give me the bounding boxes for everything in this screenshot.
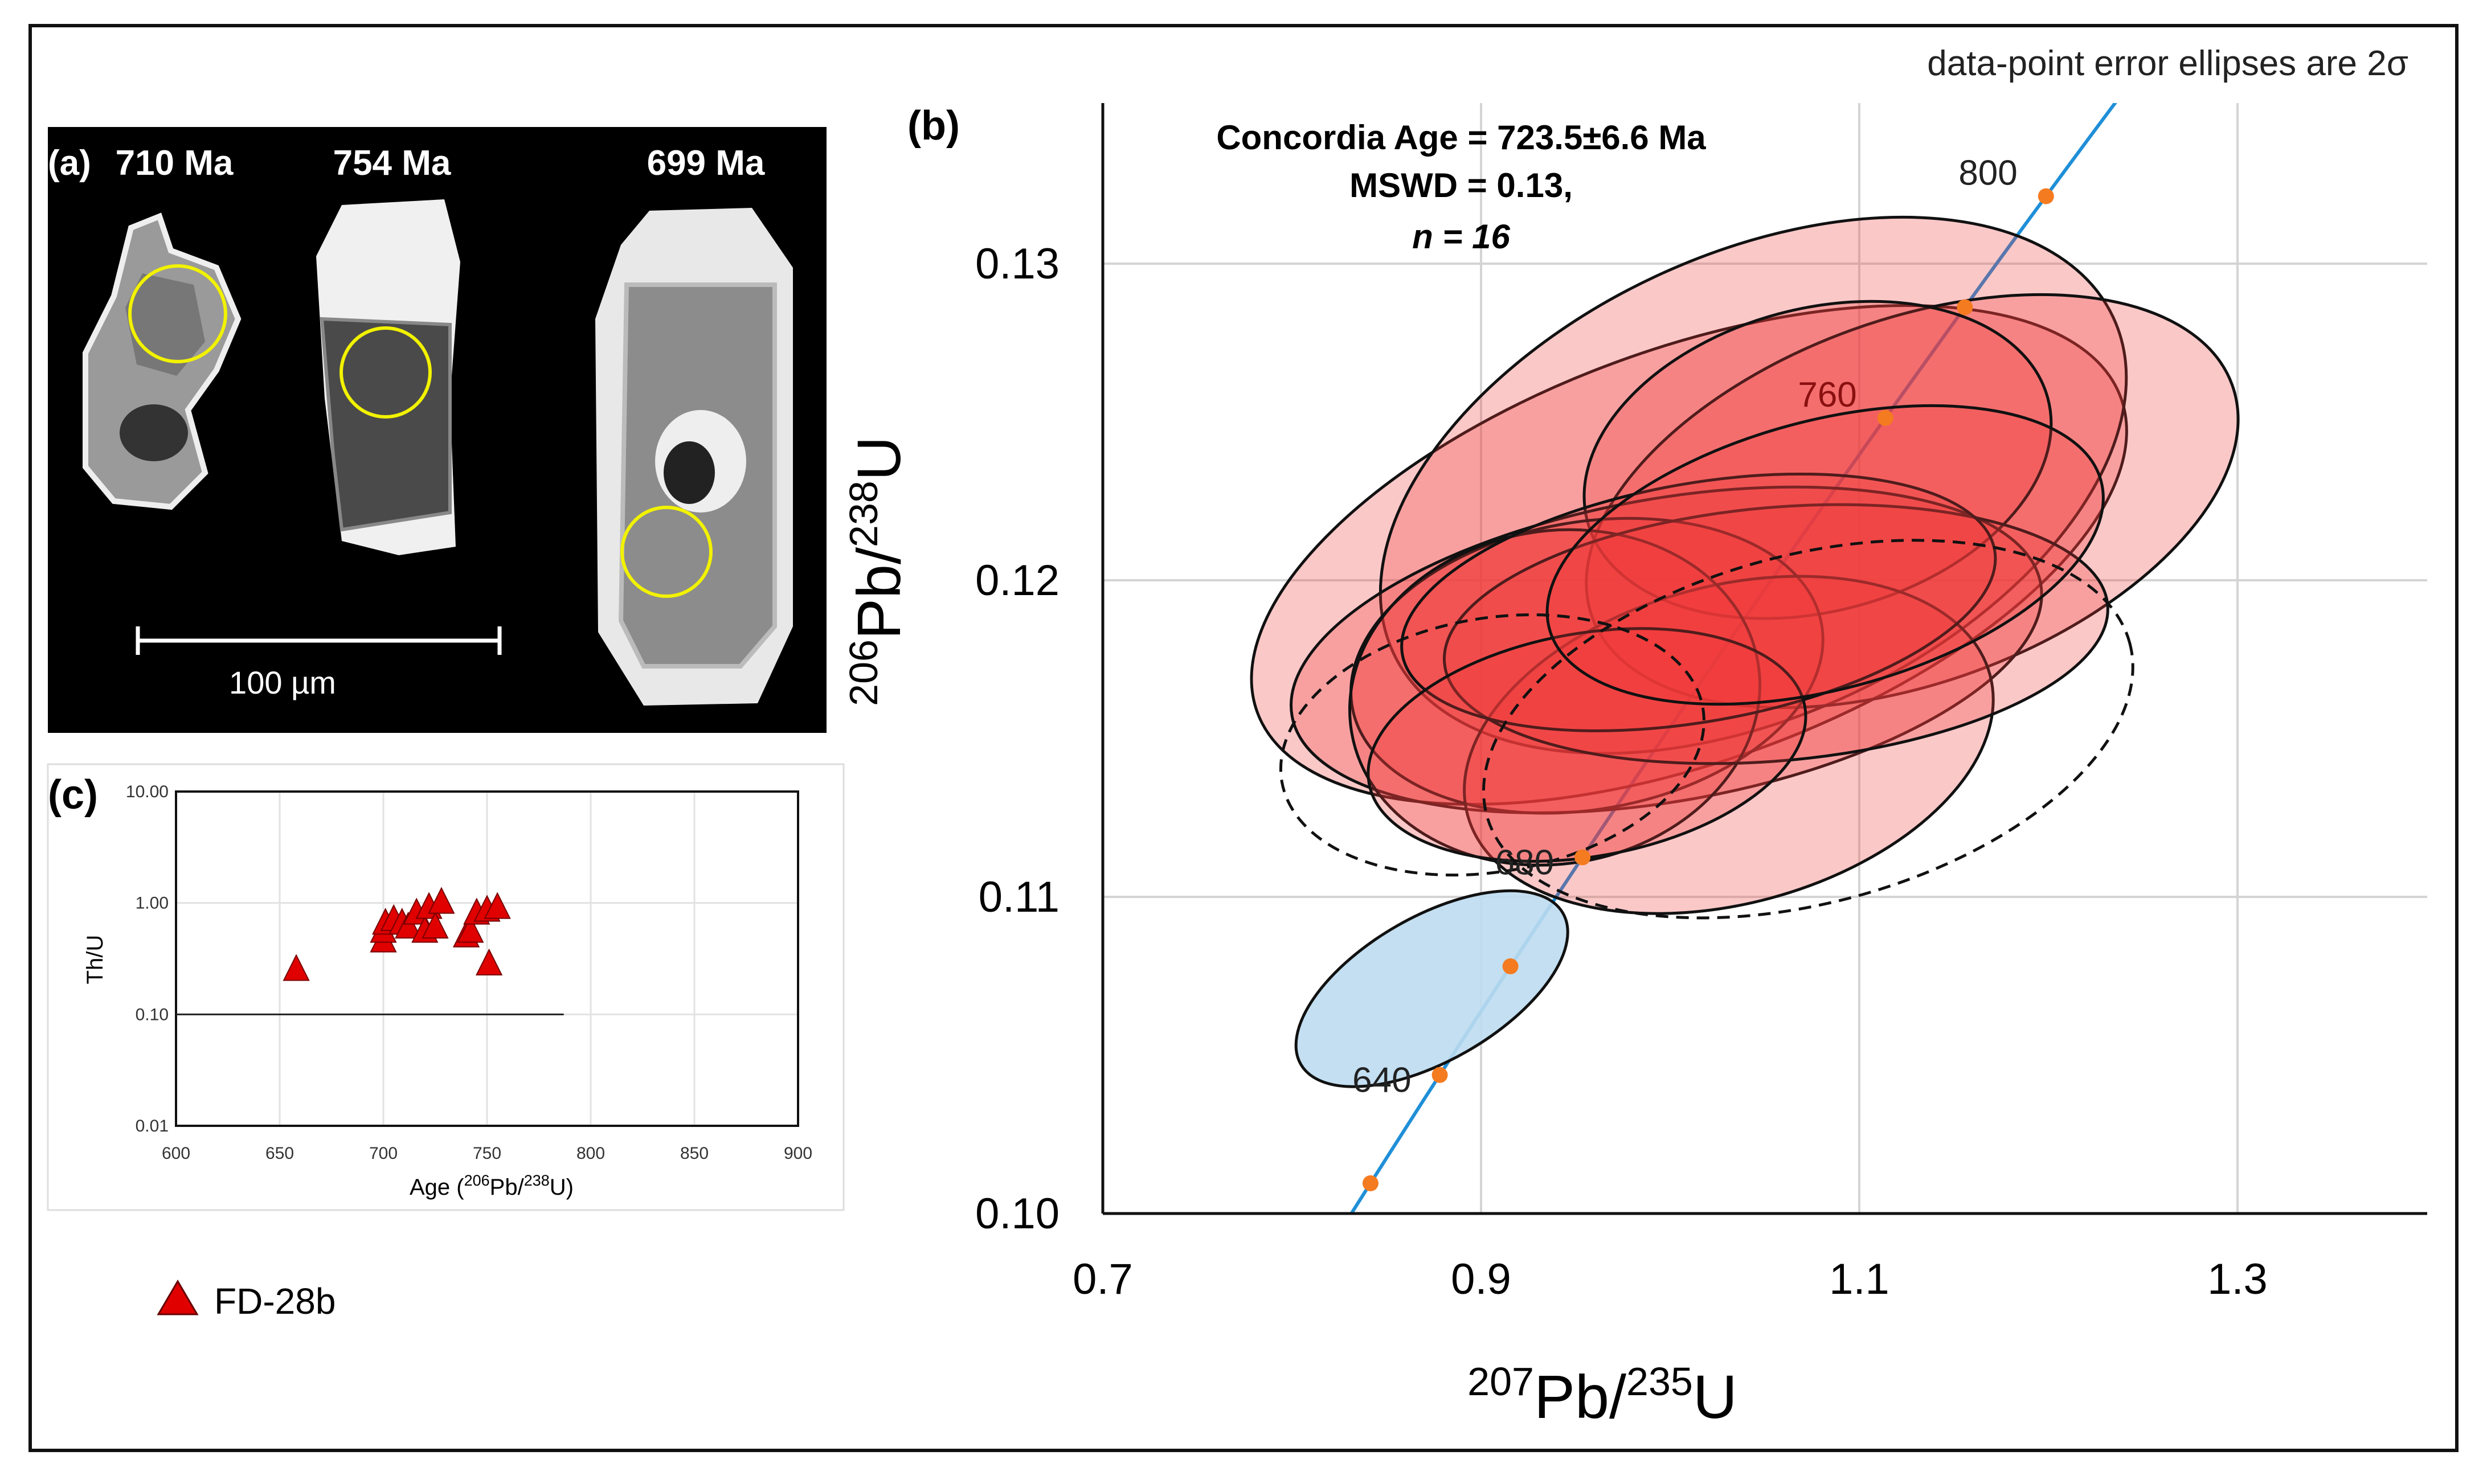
concordia-age-marker bbox=[1957, 299, 1973, 315]
analysis-spot-1 bbox=[128, 264, 227, 363]
error-ellipse bbox=[1367, 627, 1807, 863]
panel-b-x-axis-label: 207Pb/235U bbox=[1467, 1359, 1737, 1431]
x-tick-label: 600 bbox=[162, 1144, 190, 1163]
concordia-age-label: 680 bbox=[1495, 843, 1554, 883]
concordia-age-marker bbox=[2038, 188, 2054, 204]
error-ellipse bbox=[1463, 575, 1995, 915]
concordia-age-label: 800 bbox=[1958, 154, 2017, 193]
x-tick-label: 0.7 bbox=[1073, 1255, 1133, 1303]
data-point-triangle bbox=[428, 887, 455, 914]
panel-a-label: (a) bbox=[48, 144, 91, 183]
x-tick-label: 700 bbox=[369, 1144, 398, 1163]
y-tick-label: 1.00 bbox=[136, 894, 169, 913]
analysis-spot-3 bbox=[620, 506, 713, 598]
scale-bar bbox=[136, 626, 502, 655]
grain-age-3: 699 Ma bbox=[647, 144, 765, 183]
excluded-error-ellipse bbox=[1294, 889, 1569, 1088]
error-ellipse bbox=[1349, 516, 1825, 815]
y-tick-label: 0.01 bbox=[136, 1117, 169, 1135]
n-count-text: n = 16 bbox=[1412, 218, 1510, 256]
y-tick-label: 0.10 bbox=[975, 1190, 1060, 1238]
concordia-curve bbox=[1349, 103, 2117, 1214]
data-point-triangle bbox=[476, 948, 503, 975]
zircon-grain-2 bbox=[316, 199, 460, 555]
concordia-age-label: 760 bbox=[1798, 375, 1856, 415]
data-point-triangle bbox=[283, 954, 310, 981]
data-point-triangle bbox=[457, 916, 484, 943]
y-tick-label: 0.13 bbox=[975, 240, 1060, 288]
error-ellipse bbox=[1290, 485, 2043, 814]
y-tick-label: 0.11 bbox=[979, 873, 1060, 921]
concordia-age-annotation: Concordia Age = 723.5±6.6 Ma MSWD = 0.13… bbox=[1216, 118, 1706, 256]
concordia-age-marker bbox=[1431, 1067, 1448, 1083]
panel-c-x-axis-label: Age (206Pb/238U) bbox=[410, 1172, 574, 1200]
y-tick-label: 0.12 bbox=[975, 556, 1060, 605]
grain-age-1: 710 Ma bbox=[116, 144, 234, 183]
concordia-age-marker bbox=[1574, 849, 1591, 866]
x-tick-label: 800 bbox=[576, 1144, 605, 1163]
concordia-age-marker bbox=[1502, 958, 1519, 974]
legend-triangle-marker bbox=[157, 1280, 199, 1315]
error-ellipse bbox=[1545, 404, 2105, 706]
zircon-grain-3 bbox=[595, 208, 793, 706]
error-ellipse bbox=[1250, 304, 2128, 806]
y-tick-label: 0.10 bbox=[136, 1005, 169, 1024]
dashed-error-ellipse bbox=[1482, 539, 2134, 920]
panel-c-label: (c) bbox=[48, 772, 98, 818]
figure-border bbox=[28, 24, 2459, 1452]
data-point-triangle bbox=[484, 892, 511, 919]
scale-bar-label: 100 µm bbox=[229, 665, 336, 700]
mswd-text: MSWD = 0.13, bbox=[1349, 166, 1573, 204]
y-tick-label: 10.00 bbox=[126, 782, 169, 801]
panel-b-label: (b) bbox=[907, 103, 960, 149]
x-tick-label: 650 bbox=[265, 1144, 294, 1163]
error-ellipse bbox=[1379, 215, 2128, 755]
x-tick-label: 0.9 bbox=[1451, 1255, 1511, 1303]
x-tick-label: 1.3 bbox=[2207, 1255, 2268, 1303]
data-point-triangle bbox=[395, 911, 422, 939]
analysis-spot-2 bbox=[339, 326, 432, 419]
x-tick-label: 900 bbox=[784, 1144, 812, 1163]
data-point-triangle bbox=[422, 911, 449, 939]
concordia-age-text: Concordia Age = 723.5±6.6 Ma bbox=[1216, 118, 1706, 157]
legend: FD-28b bbox=[157, 1280, 336, 1322]
x-tick-label: 850 bbox=[680, 1144, 709, 1163]
x-tick-label: 1.1 bbox=[1829, 1255, 1889, 1303]
concordia-age-marker bbox=[1362, 1175, 1379, 1191]
panel-c-box bbox=[47, 763, 845, 1211]
panel-c-y-axis-label: Th/U bbox=[83, 935, 108, 985]
grain-age-2: 754 Ma bbox=[333, 144, 451, 183]
x-tick-label: 750 bbox=[473, 1144, 501, 1163]
error-ellipse bbox=[1585, 293, 2240, 710]
error-ellipse bbox=[1400, 472, 1997, 732]
concordia-age-label: 640 bbox=[1352, 1061, 1411, 1100]
panel-c-plot-area bbox=[175, 790, 799, 1127]
panel-b-y-axis-label: 206Pb/238U bbox=[841, 436, 913, 706]
dashed-error-ellipse bbox=[1279, 613, 1705, 877]
concordia-age-marker bbox=[1877, 409, 1893, 426]
error-ellipse-note: data-point error ellipses are 2σ bbox=[1927, 44, 2408, 83]
legend-label: FD-28b bbox=[214, 1281, 336, 1322]
